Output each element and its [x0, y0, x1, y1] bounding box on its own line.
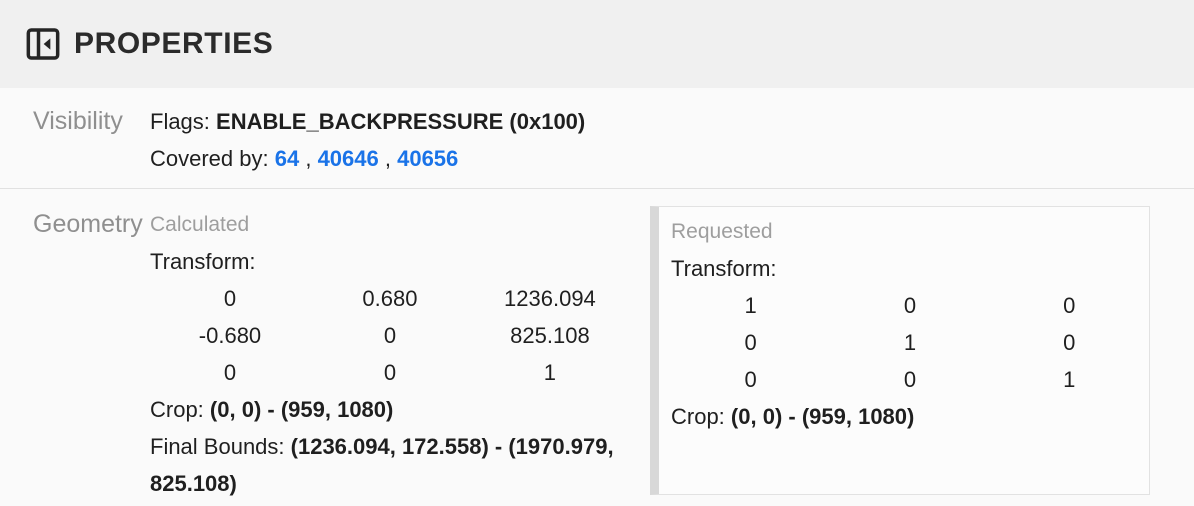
covered-by-line: Covered by: 64 , 40646 , 40656 — [150, 140, 585, 177]
covered-by-link-40646[interactable]: 40646 — [317, 146, 379, 171]
matrix-cell: 825.108 — [510, 323, 590, 348]
covered-by-separator: , — [299, 146, 318, 171]
properties-header: PROPERTIES — [0, 0, 1194, 88]
crop-label: Crop: — [150, 397, 210, 422]
matrix-row: 0 0 1 — [150, 354, 630, 391]
geometry-section-label: Geometry — [33, 210, 143, 238]
matrix-cell: -0.680 — [198, 323, 262, 348]
matrix-cell: 0.680 — [362, 286, 418, 311]
requested-transform-matrix: 1 0 0 0 1 0 0 0 1 — [671, 287, 1149, 398]
matrix-cell: 1236.094 — [504, 286, 596, 311]
covered-by-link-40656[interactable]: 40656 — [397, 146, 459, 171]
matrix-cell: 0 — [1063, 330, 1076, 355]
matrix-cell: 1 — [744, 293, 757, 318]
calculated-title: Calculated — [150, 213, 250, 236]
crop-value: (0, 0) - (959, 1080) — [730, 404, 915, 429]
matrix-cell: 0 — [223, 286, 237, 311]
covered-by-label: Covered by: — [150, 146, 275, 171]
calculated-column: Calculated Transform: 0 0.680 1236.094 -… — [150, 189, 650, 502]
requested-column: Requested Transform: 1 0 0 0 1 0 0 0 1 C… — [650, 206, 1150, 495]
flags-label: Flags: — [150, 109, 217, 134]
matrix-row: -0.680 0 825.108 — [150, 317, 630, 354]
flags-line: Flags: ENABLE_BACKPRESSURE (0x100) — [150, 103, 585, 140]
matrix-row: 0 1 0 — [671, 324, 1149, 361]
requested-title: Requested — [671, 220, 773, 243]
covered-by-link-64[interactable]: 64 — [274, 146, 300, 171]
matrix-row: 1 0 0 — [671, 287, 1149, 324]
final-bounds-value: (1236.094, 172.558) - (1970.979, 825.108… — [150, 434, 614, 496]
calculated-transform-label: Transform: — [150, 249, 256, 274]
final-bounds-line: Final Bounds: (1236.094, 172.558) - (197… — [150, 428, 650, 502]
page-title: PROPERTIES — [74, 27, 274, 60]
matrix-row: 0 0.680 1236.094 — [150, 280, 630, 317]
matrix-cell: 0 — [903, 367, 917, 392]
geometry-section: Geometry Calculated Transform: 0 0.680 1… — [0, 189, 1194, 506]
final-bounds-label: Final Bounds: — [150, 434, 291, 459]
visibility-section: Visibility Flags: ENABLE_BACKPRESSURE (0… — [0, 88, 1194, 177]
matrix-cell: 0 — [903, 293, 917, 318]
matrix-cell: 0 — [744, 330, 757, 355]
collapse-panel-button[interactable] — [22, 23, 64, 65]
matrix-cell: 1 — [543, 360, 557, 385]
matrix-cell: 0 — [223, 360, 237, 385]
matrix-cell: 1 — [1063, 367, 1076, 392]
matrix-cell: 0 — [383, 323, 397, 348]
calculated-crop-line: Crop: (0, 0) - (959, 1080) — [150, 391, 650, 428]
crop-value: (0, 0) - (959, 1080) — [209, 397, 394, 422]
matrix-cell: 0 — [1063, 293, 1076, 318]
visibility-content: Flags: ENABLE_BACKPRESSURE (0x100) Cover… — [150, 103, 585, 177]
visibility-section-label: Visibility — [33, 107, 123, 135]
matrix-cell: 0 — [744, 367, 757, 392]
section-divider — [0, 188, 1194, 189]
matrix-row: 0 0 1 — [671, 361, 1149, 398]
left-panel-close-icon — [23, 24, 63, 64]
matrix-cell: 1 — [903, 330, 917, 355]
requested-transform-label: Transform: — [671, 256, 777, 281]
covered-by-separator: , — [378, 146, 398, 171]
crop-label: Crop: — [671, 404, 731, 429]
requested-crop-line: Crop: (0, 0) - (959, 1080) — [671, 398, 1149, 435]
calculated-transform-matrix: 0 0.680 1236.094 -0.680 0 825.108 0 0 1 — [150, 280, 630, 391]
matrix-cell: 0 — [383, 360, 397, 385]
flags-value: ENABLE_BACKPRESSURE (0x100) — [216, 109, 586, 134]
